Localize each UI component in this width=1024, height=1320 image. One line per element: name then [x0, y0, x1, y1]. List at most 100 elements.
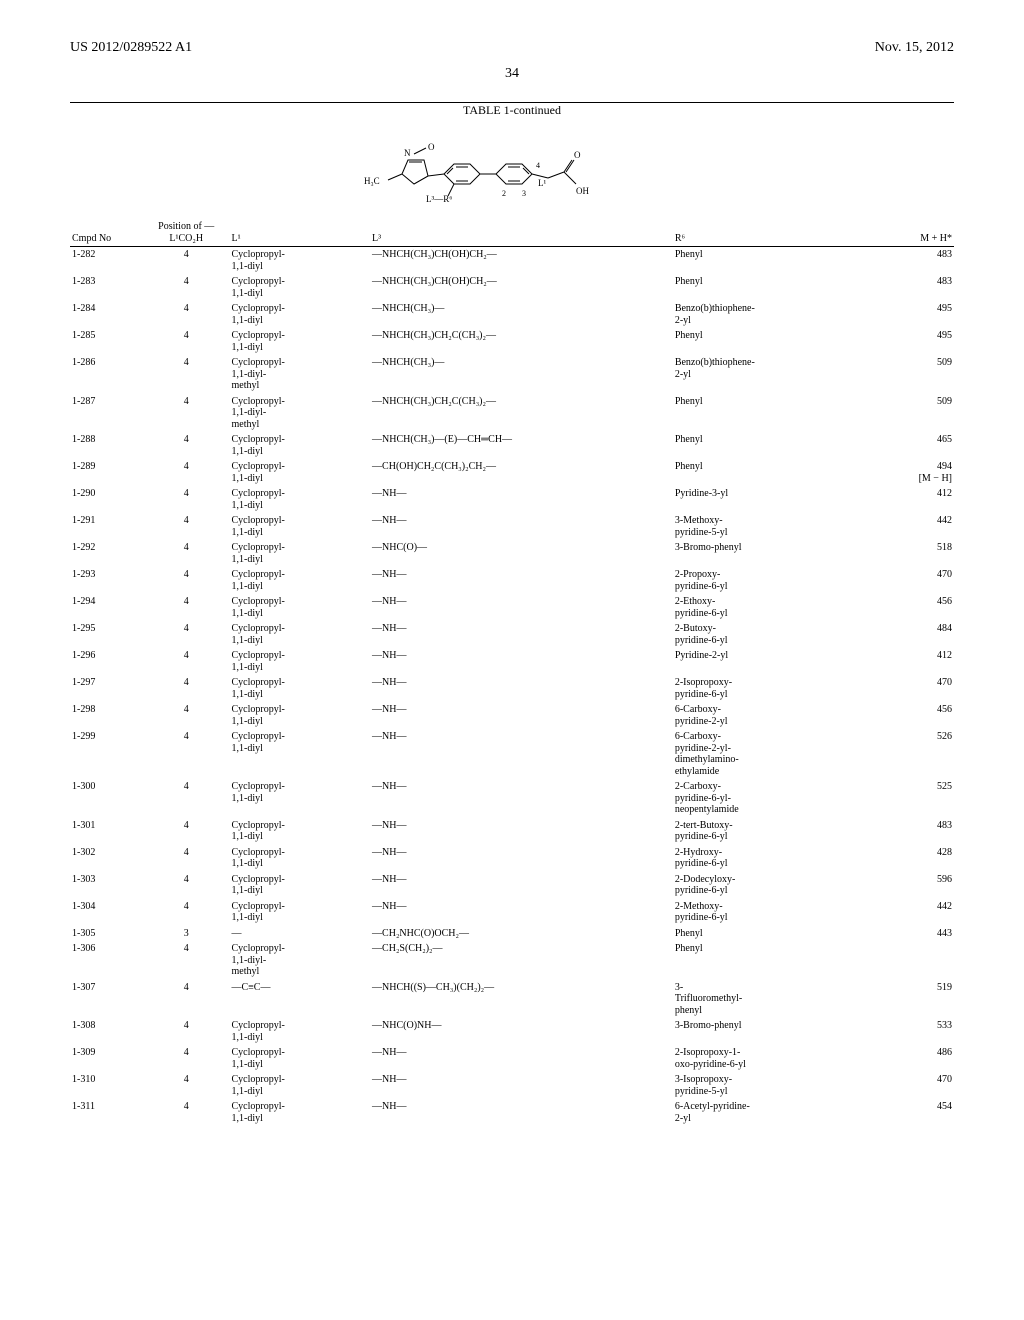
table-cell: 1-302: [70, 845, 143, 872]
table-cell: 1-304: [70, 899, 143, 926]
header-left: US 2012/0289522 A1: [70, 40, 192, 56]
table-cell: 3-Bromo-phenyl: [673, 1018, 868, 1045]
table-cell: —NHC(O)—: [370, 540, 673, 567]
table-cell: 1-300: [70, 779, 143, 818]
table-cell: 4: [143, 540, 230, 567]
table-row: 1-2874Cyclopropyl- 1,1-diyl- methyl—NHCH…: [70, 394, 954, 433]
table-cell: Phenyl: [673, 247, 868, 275]
table-cell: 4: [143, 899, 230, 926]
table-cell: 1-310: [70, 1072, 143, 1099]
table-cell: 2-Isopropoxy- pyridine-6-yl: [673, 675, 868, 702]
table-cell: —NH—: [370, 567, 673, 594]
table-cell: —NH—: [370, 845, 673, 872]
table-cell: 484: [867, 621, 954, 648]
table-cell: Cyclopropyl- 1,1-diyl: [229, 513, 370, 540]
table-cell: 533: [867, 1018, 954, 1045]
table-row: 1-2994Cyclopropyl- 1,1-diyl—NH—6-Carboxy…: [70, 729, 954, 779]
table-cell: 1-290: [70, 486, 143, 513]
table-cell: —NH—: [370, 675, 673, 702]
table-cell: 4: [143, 394, 230, 433]
table-cell: 6-Acetyl-pyridine- 2-yl: [673, 1099, 868, 1126]
table-cell: 6-Carboxy- pyridine-2-yl- dimethylamino-…: [673, 729, 868, 779]
table-cell: —NHCH((S)—CH₃)(CH₂)₂—: [370, 980, 673, 1019]
table-cell: Benzo(b)thiophene- 2-yl: [673, 355, 868, 394]
table-cell: 526: [867, 729, 954, 779]
th-mh: M + H*: [867, 217, 954, 247]
table-cell: —CH₂S(CH₂)₂—: [370, 941, 673, 980]
table-cell: 4: [143, 1072, 230, 1099]
table-cell: [867, 941, 954, 980]
table-cell: Phenyl: [673, 328, 868, 355]
table-cell: Cyclopropyl- 1,1-diyl: [229, 1072, 370, 1099]
table-cell: 1-311: [70, 1099, 143, 1126]
th-cmpd: Cmpd No: [70, 217, 143, 247]
table-cell: 2-Dodecyloxy- pyridine-6-yl: [673, 872, 868, 899]
table-row: 1-2934Cyclopropyl- 1,1-diyl—NH—2-Propoxy…: [70, 567, 954, 594]
table-cell: Cyclopropyl- 1,1-diyl: [229, 872, 370, 899]
table-cell: Phenyl: [673, 941, 868, 980]
table-cell: —NHC(O)NH—: [370, 1018, 673, 1045]
label-3: 3: [522, 189, 526, 198]
table-cell: 1-286: [70, 355, 143, 394]
table-row: 1-2944Cyclopropyl- 1,1-diyl—NH—2-Ethoxy-…: [70, 594, 954, 621]
table-row: 1-3004Cyclopropyl- 1,1-diyl—NH—2-Carboxy…: [70, 779, 954, 818]
table-cell: —NHCH(CH₃)—: [370, 355, 673, 394]
table-cell: 596: [867, 872, 954, 899]
table-cell: 509: [867, 355, 954, 394]
compound-table: Cmpd No Position of —L¹CO₂H L¹ L³ R⁶ M +…: [70, 217, 954, 1126]
table-row: 1-3024Cyclopropyl- 1,1-diyl—NH—2-Hydroxy…: [70, 845, 954, 872]
th-l1: L¹: [229, 217, 370, 247]
table-cell: 412: [867, 648, 954, 675]
table-row: 1-2904Cyclopropyl- 1,1-diyl—NH—Pyridine-…: [70, 486, 954, 513]
table-cell: 2-Butoxy- pyridine-6-yl: [673, 621, 868, 648]
page: US 2012/0289522 A1 Nov. 15, 2012 34 TABL…: [0, 0, 1024, 1320]
table-cell: —NHCH(CH₃)CH₂C(CH₃)₂—: [370, 328, 673, 355]
table-cell: Phenyl: [673, 274, 868, 301]
table-cell: 4: [143, 779, 230, 818]
table-row: 1-2924Cyclopropyl- 1,1-diyl—NHC(O)—3-Bro…: [70, 540, 954, 567]
table-cell: —NHCH(CH₃)CH(OH)CH₂—: [370, 247, 673, 275]
table-row: 1-2914Cyclopropyl- 1,1-diyl—NH—3-Methoxy…: [70, 513, 954, 540]
table-cell: 1-288: [70, 432, 143, 459]
table-cell: Cyclopropyl- 1,1-diyl: [229, 729, 370, 779]
table-row: 1-3094Cyclopropyl- 1,1-diyl—NH—2-Isoprop…: [70, 1045, 954, 1072]
table-row: 1-3044Cyclopropyl- 1,1-diyl—NH—2-Methoxy…: [70, 899, 954, 926]
table-cell: 1-296: [70, 648, 143, 675]
table-cell: Pyridine-3-yl: [673, 486, 868, 513]
label-o: O: [428, 142, 435, 152]
table-cell: 1-282: [70, 247, 143, 275]
label-2: 2: [502, 189, 506, 198]
table-row: 1-2834Cyclopropyl- 1,1-diyl—NHCH(CH₃)CH(…: [70, 274, 954, 301]
table-cell: 4: [143, 729, 230, 779]
table-cell: 442: [867, 513, 954, 540]
table-row: 1-2984Cyclopropyl- 1,1-diyl—NH—6-Carboxy…: [70, 702, 954, 729]
table-row: 1-2884Cyclopropyl- 1,1-diyl—NHCH(CH₃)—(E…: [70, 432, 954, 459]
table-cell: 4: [143, 513, 230, 540]
table-cell: —NH—: [370, 486, 673, 513]
table-cell: 4: [143, 301, 230, 328]
table-cell: Cyclopropyl- 1,1-diyl: [229, 621, 370, 648]
label-o2: O: [574, 150, 581, 160]
table-cell: 1-305: [70, 926, 143, 942]
table-cell: —NH—: [370, 1045, 673, 1072]
table-cell: 519: [867, 980, 954, 1019]
table-cell: —NH—: [370, 648, 673, 675]
table-cell: 483: [867, 274, 954, 301]
table-cell: Cyclopropyl- 1,1-diyl: [229, 274, 370, 301]
table-cell: 1-297: [70, 675, 143, 702]
table-cell: —NH—: [370, 1099, 673, 1126]
table-cell: 2-Carboxy- pyridine-6-yl- neopentylamide: [673, 779, 868, 818]
table-cell: 4: [143, 1045, 230, 1072]
table-cell: Cyclopropyl- 1,1-diyl: [229, 594, 370, 621]
table-cell: 4: [143, 980, 230, 1019]
table-title: TABLE 1-continued: [70, 103, 954, 118]
table-cell: —NH—: [370, 779, 673, 818]
table-cell: —NH—: [370, 513, 673, 540]
table-row: 1-2974Cyclopropyl- 1,1-diyl—NH—2-Isoprop…: [70, 675, 954, 702]
table-cell: 456: [867, 702, 954, 729]
table-cell: Pyridine-2-yl: [673, 648, 868, 675]
table-cell: Cyclopropyl- 1,1-diyl: [229, 702, 370, 729]
table-cell: 1-292: [70, 540, 143, 567]
label-4: 4: [536, 161, 540, 170]
table-cell: 4: [143, 486, 230, 513]
